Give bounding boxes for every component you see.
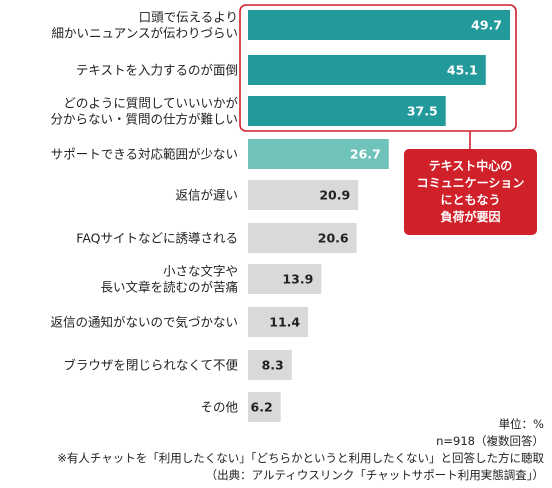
bar-3 (248, 96, 446, 126)
category-label-4: サポートできる対応範囲が少ない (51, 147, 238, 162)
bar-7 (248, 264, 322, 294)
value-label-3: 37.5 (407, 104, 438, 119)
category-label-1: 口頭で伝えるより細かいニュアンスが伝わりづらい (51, 10, 238, 41)
bar-9 (248, 350, 292, 380)
category-label-3: どのように質問していいいかが分からない・質問の仕方が難しい (50, 96, 238, 127)
value-label-6: 20.6 (318, 231, 349, 246)
value-label-1: 49.7 (471, 18, 502, 33)
annotation-callout: テキスト中心の コミュニケーション にともなう 負荷が要因 (404, 149, 537, 235)
unit-label: 単位：% (498, 417, 544, 431)
value-label-9: 8.3 (262, 358, 284, 373)
bar-8 (248, 307, 309, 337)
highlight-frame (239, 4, 517, 132)
bar-1 (248, 10, 510, 40)
annotation-line-2: コミュニケーション (416, 176, 525, 190)
value-label-7: 13.9 (282, 272, 313, 287)
annotation-line-4: 負荷が要因 (440, 210, 501, 224)
annotation-line-3: にともなう (440, 193, 501, 207)
value-label-5: 20.9 (319, 188, 350, 203)
category-label-9: ブラウザを閉じられなくて不便 (63, 358, 238, 373)
category-label-8: 返信の通知がないので気づかない (50, 315, 238, 330)
category-label-7: 小さな文字や長い文章を読むのが苦痛 (100, 264, 238, 295)
value-label-8: 11.4 (269, 315, 300, 330)
value-label-4: 26.7 (350, 147, 381, 162)
bar-5 (248, 180, 359, 210)
source-note: （出典：アルティウスリンク「チャットサポート利用実態調査」） (205, 468, 544, 482)
category-label-5: 返信が遅い (175, 188, 238, 203)
annotation-line-1: テキスト中心の (428, 159, 513, 173)
footnote: ※有人チャットを「利用したくない」「どちらかというと利用したくない」と回答した方… (57, 451, 544, 465)
category-label-6: FAQサイトなどに誘導される (76, 231, 238, 246)
bar-4 (248, 139, 389, 169)
value-label-10: 6.2 (251, 400, 273, 415)
bar-6 (248, 223, 357, 253)
sample-size: n=918（複数回答） (436, 434, 544, 448)
category-label-10: その他 (200, 400, 238, 415)
bar-2 (248, 55, 486, 85)
bar-10 (248, 392, 281, 422)
value-label-2: 45.1 (447, 63, 478, 78)
category-label-2: テキストを入力するのが面倒 (76, 63, 238, 78)
